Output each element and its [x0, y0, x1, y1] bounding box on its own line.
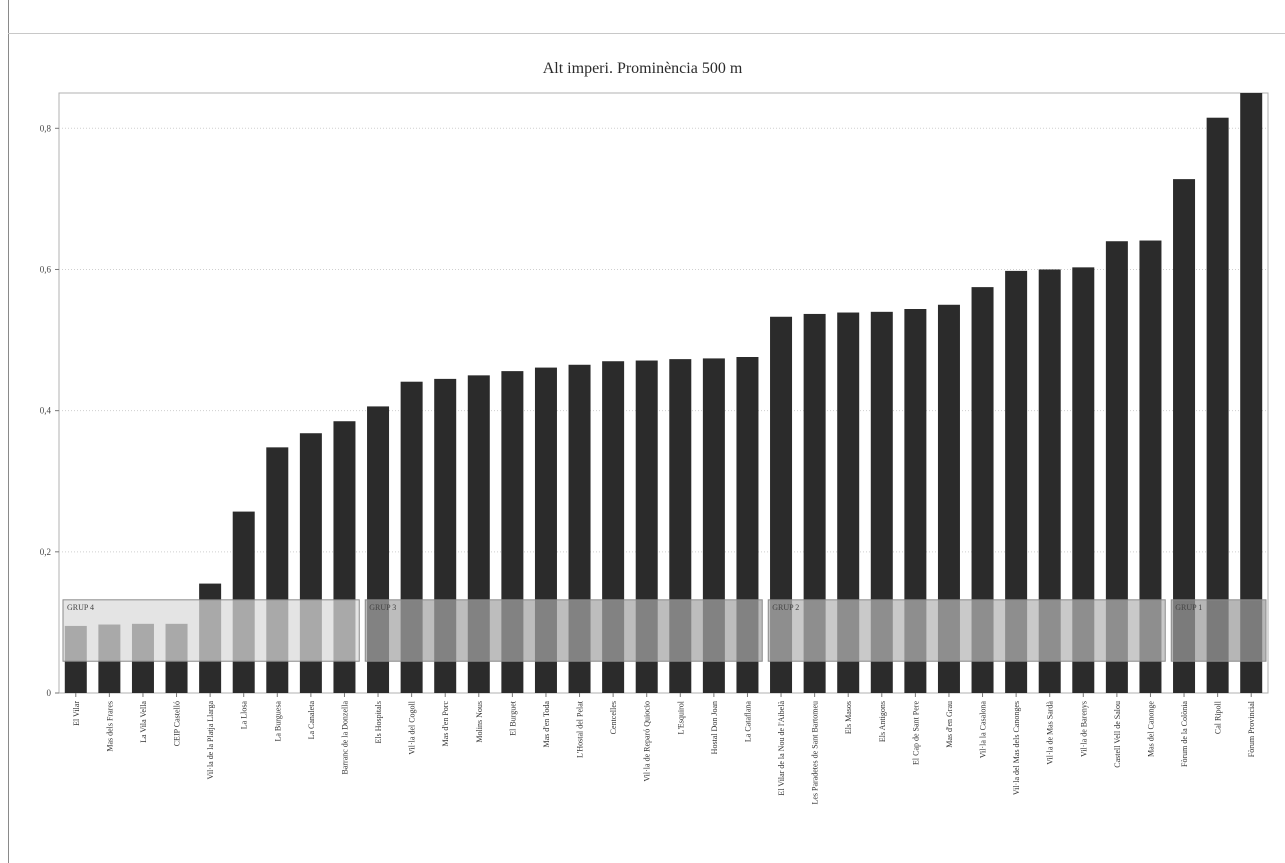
group-band	[62, 599, 360, 662]
x-tick-label: La Canaleta	[307, 701, 316, 740]
bar	[904, 309, 927, 693]
x-tick-label: Vil·la de Barenys	[1079, 701, 1088, 757]
x-tick-label: Mas d'en Grau	[945, 701, 954, 748]
y-tick-label: 0,8	[40, 123, 52, 133]
x-tick-label: Molins Nous	[475, 701, 484, 743]
x-tick-label: La Llosa	[240, 701, 249, 730]
bar	[837, 312, 860, 693]
bar	[1038, 269, 1061, 693]
group-label: GRUP 2	[772, 603, 799, 612]
group-label: GRUP 3	[369, 603, 396, 612]
x-tick-label: Vil·la de Reparó Quiocio	[643, 701, 652, 782]
x-tick-label: Fòrum Provincial	[1247, 700, 1256, 757]
x-tick-label: Cal Ripoll	[1214, 700, 1223, 734]
x-tick-label: Castell Vell de Salou	[1113, 701, 1122, 768]
x-tick-label: El Vilar de la Nou de l'Aibelà	[777, 701, 786, 796]
x-tick-label: Fòrum de la Colònia	[1180, 701, 1189, 767]
bar	[770, 316, 793, 693]
x-tick-label: Vil·la de Mas Sardà	[1046, 701, 1055, 765]
group-band	[1170, 599, 1267, 662]
bar	[870, 311, 893, 693]
bar	[1105, 241, 1128, 693]
bar	[1005, 270, 1028, 693]
bar	[971, 287, 994, 693]
x-tick-label: Vil·la del Cogoll	[408, 700, 417, 755]
bar	[937, 304, 960, 693]
bar	[1173, 179, 1196, 693]
x-tick-label: Mas d'en Porc	[441, 701, 450, 747]
x-tick-label: Vil·la la Casalona	[979, 701, 988, 759]
x-tick-label: Els Hospitals	[374, 701, 383, 743]
bar	[1139, 240, 1162, 693]
y-tick-label: 0,4	[40, 406, 52, 416]
x-tick-label: Hostal Don Joan	[710, 701, 719, 754]
bar	[1072, 267, 1095, 693]
chart-title: Alt imperi. Prominència 500 m	[542, 60, 743, 77]
group-band	[767, 599, 1166, 662]
bar	[1240, 93, 1263, 693]
plot-area-frame	[58, 92, 1269, 694]
group-label: GRUP 4	[67, 603, 94, 612]
x-tick-label: La Vila Vella	[139, 701, 148, 743]
y-tick-label: 0	[47, 688, 52, 698]
y-tick-label: 0,6	[40, 264, 52, 274]
x-tick-label: Vil·la del Mas dels Canonges	[1012, 701, 1021, 795]
x-tick-label: Mas del Canonge	[1146, 701, 1155, 757]
x-tick-label: Barranc de la Donzella	[340, 701, 349, 775]
x-tick-label: El Cap de Sant Pere	[911, 701, 920, 765]
bar	[803, 313, 826, 693]
x-tick-label: Mas d'en Toda	[542, 701, 551, 748]
group-label: GRUP 1	[1175, 603, 1202, 612]
x-tick-label: L'Hostal del Pelat	[576, 700, 585, 758]
x-tick-label: Vil·la de la Platja Llarga	[206, 701, 215, 780]
page-frame-left	[8, 0, 9, 863]
x-tick-label: Els Antigons	[878, 701, 887, 742]
x-tick-label: La Burguesa	[273, 701, 282, 742]
page-frame-top	[8, 33, 1285, 34]
y-tick-label: 0,2	[40, 547, 51, 557]
x-tick-label: Els Masos	[844, 701, 853, 734]
x-tick-label: L'Esquirol	[676, 700, 685, 734]
group-band	[364, 599, 763, 662]
x-tick-label: El Burguet	[508, 700, 517, 736]
x-tick-label: El Vilar	[72, 701, 81, 726]
x-tick-label: Les Paradetes de Sant Bartomeu	[811, 701, 820, 805]
x-tick-label: CEIP Castelló	[173, 701, 182, 746]
bar	[1206, 117, 1229, 694]
x-tick-label: La Cataflana	[743, 701, 752, 743]
x-tick-label: Centcelles	[609, 701, 618, 734]
x-tick-label: Mas dels Frares	[105, 701, 114, 752]
